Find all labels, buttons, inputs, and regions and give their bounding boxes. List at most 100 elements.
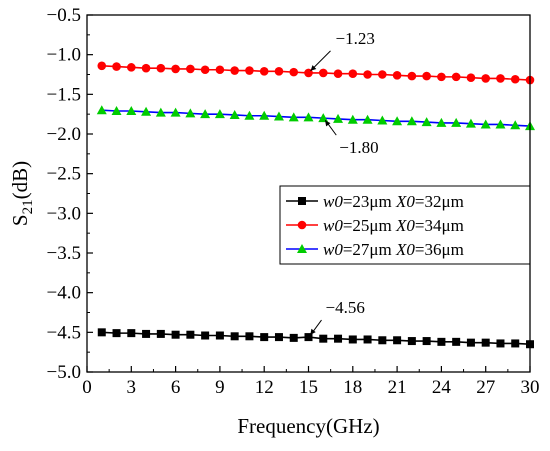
x-tick-label-9: 27 [476,377,495,398]
series-1-point-16 [333,69,343,79]
series-2-point-5 [170,107,181,117]
series-2-point-1 [111,105,122,115]
series-2-point-4 [155,107,166,117]
y-tick-label-9: −5.0 [47,362,81,383]
series-2-point-20 [392,116,403,126]
x-tick-label-3: 9 [215,377,225,398]
series-0-point-19 [378,336,387,345]
series-0-point-16 [334,334,343,343]
series-0-point-23 [437,337,446,346]
series-0-point-18 [363,335,372,344]
series-2-point-17 [347,114,358,124]
x-tick-label-1: 3 [127,377,137,398]
series-2-point-9 [229,109,240,119]
x-tick-label-2: 6 [171,377,181,398]
y-tick-label-7: −4.0 [47,283,81,304]
series-2-point-3 [141,106,152,116]
series-0-point-1 [112,329,121,338]
series-2-point-8 [214,109,225,119]
series-0-point-3 [142,329,151,338]
series-1-point-11 [259,67,269,76]
legend-marker-0 [298,197,306,205]
series-0-point-11 [260,333,269,342]
series-2-point-27 [495,119,506,129]
series-2-point-23 [436,117,447,127]
series-1-point-19 [378,70,387,79]
series-1-point-6 [186,64,195,74]
series-1-point-2 [127,63,136,72]
series-2-point-16 [333,113,344,123]
series-0-point-7 [201,331,210,340]
series-0-point-17 [348,335,357,344]
series-2-point-15 [318,113,329,123]
series-0-point-4 [156,329,165,338]
x-tick-label-7: 21 [388,377,407,398]
series-2-point-21 [406,116,417,126]
annotation-arrowhead-0 [310,65,317,71]
series-0-point-28 [511,339,520,348]
y-tick-label-4: −2.5 [47,164,81,185]
series-0-point-13 [289,333,298,342]
legend-marker-1 [297,220,307,230]
series-1-point-9 [230,66,239,75]
series-0-point-10 [245,332,254,341]
series-0-point-0 [97,328,106,337]
y-tick-label-3: −2.0 [47,124,81,145]
legend-label-2: w0=27μm X0=36μm [323,240,464,259]
x-tick-label-6: 18 [343,377,362,398]
series-0-point-12 [274,333,283,342]
y-axis-title: S21(dB) [8,161,36,226]
series-1-point-4 [156,63,166,73]
series-0-point-20 [393,336,402,345]
y-tick-label-8: −4.5 [47,322,81,343]
series-2-point-6 [185,108,196,118]
series-2-point-28 [510,120,521,130]
series-2-point-7 [200,109,211,119]
series-2-point-13 [288,112,299,122]
series-1-point-17 [348,69,358,79]
legend-label-1: w0=25μm X0=34μm [323,216,464,235]
series-2-point-18 [362,114,373,124]
series-2-point-14 [303,112,314,122]
legend: w0=23μm X0=32μm w0=25μm X0=34μm w0=27μm X0… [279,185,531,265]
series-1-point-3 [141,63,151,73]
y-tick-label-1: −1.0 [47,45,81,66]
annotation-label-2: −4.56 [326,298,365,317]
legend-marker-2 [297,244,307,253]
annotation-arrowhead-2 [310,328,316,335]
x-axis-title: Frequency(GHz) [237,414,379,438]
series-1-point-15 [318,68,328,78]
series-2-point-11 [259,110,270,120]
series-1-point-5 [171,64,180,74]
series-2-point-19 [377,115,388,125]
series-0-point-5 [171,330,180,339]
series-0-point-26 [481,338,490,347]
series-1-point-21 [407,71,417,81]
series-1-point-7 [200,65,210,75]
series-0-point-9 [230,332,239,341]
x-tick-label-5: 15 [299,377,318,398]
y-tick-label-0: −0.5 [47,5,81,26]
series-1-point-26 [481,74,491,83]
y-tick-label-2: −1.5 [47,84,81,105]
legend-box [279,185,531,265]
series-2-point-22 [421,117,432,127]
series-0-point-2 [127,329,136,338]
series-1-point-18 [363,70,372,79]
x-tick-label-10: 30 [521,377,540,398]
series-2-point-2 [126,105,137,115]
annotations: −1.23 −1.80 −4.56 [310,29,379,336]
axes: 0 3 6 9 12 15 18 21 24 27 30 −0.5 −1.0 −1.5 −2.0 −2.5 −3… [8,5,540,438]
series-1-point-1 [112,62,121,71]
annotation-arrowhead-1 [325,120,331,127]
series-1-point-13 [289,67,299,77]
series-0-point-14 [304,333,313,342]
series-1-point-22 [422,71,431,81]
series-1-point-8 [215,65,225,75]
series-2-point-25 [465,118,476,128]
x-tick-label-4: 12 [255,377,274,398]
series-0-point-15 [319,334,328,343]
series-1-point-27 [496,74,505,83]
series-0-point-21 [407,337,416,346]
